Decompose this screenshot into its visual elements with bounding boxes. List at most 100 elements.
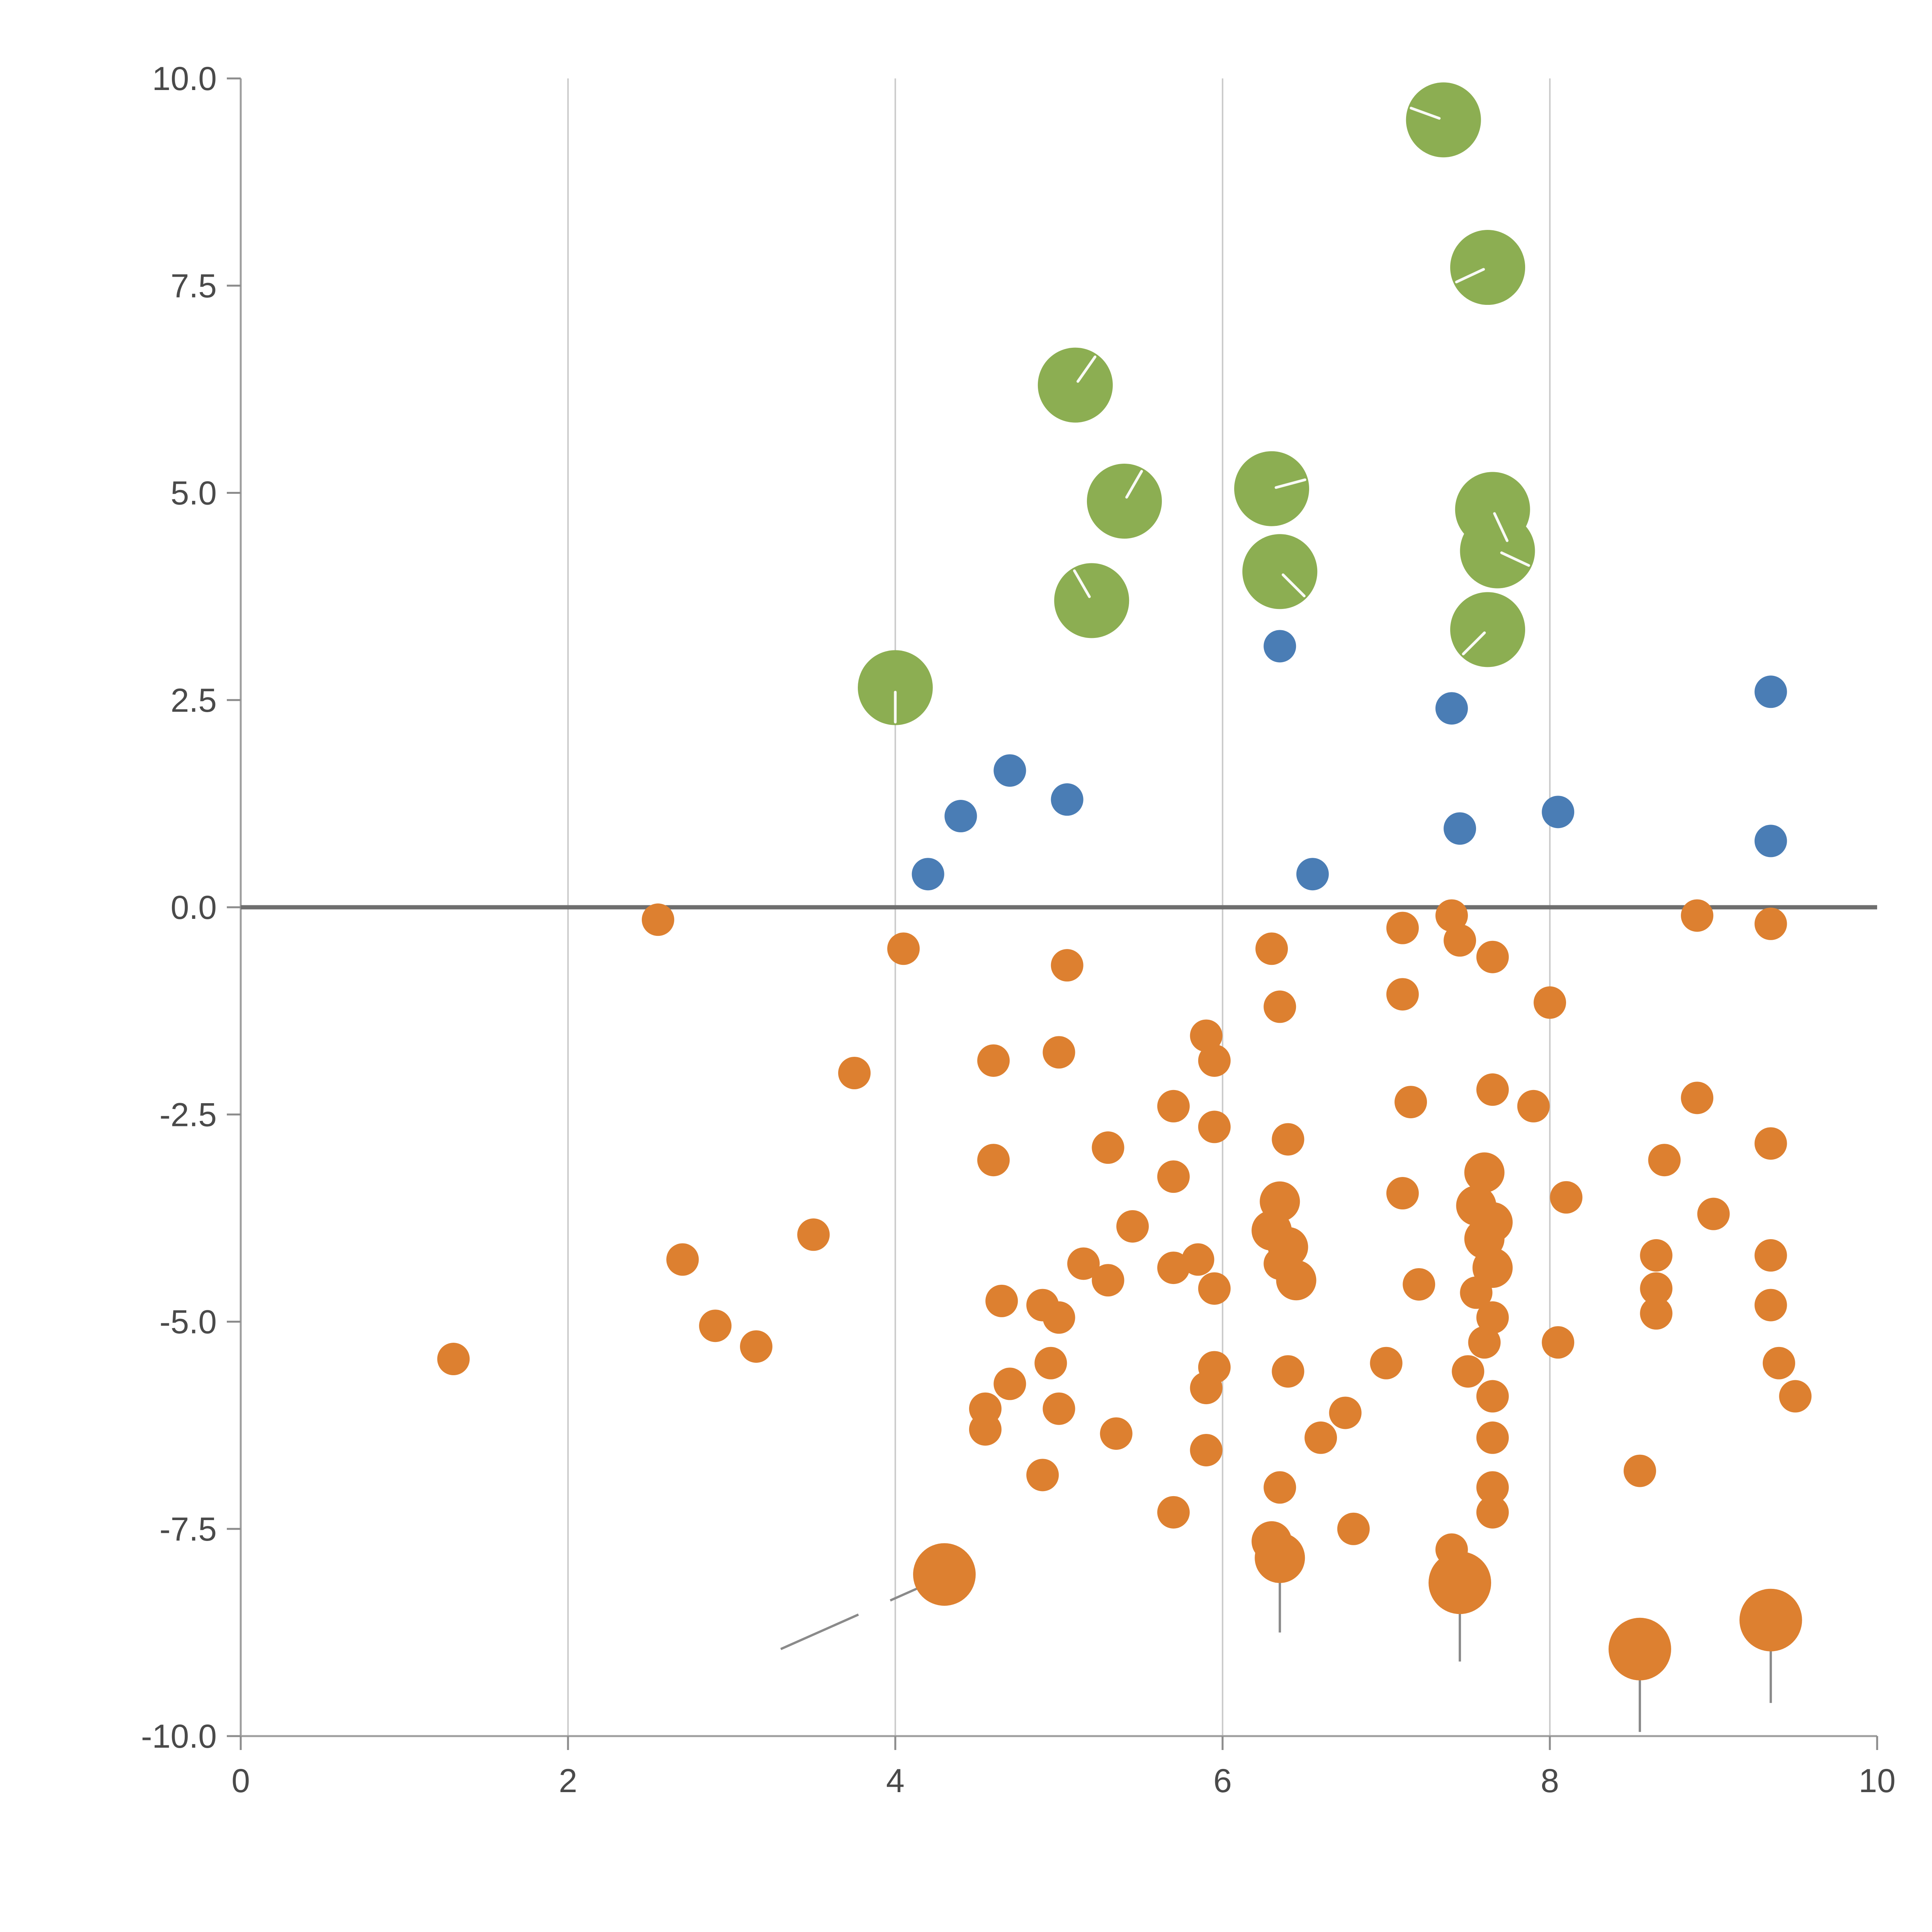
point-orange — [1444, 924, 1476, 957]
x-tick-label: 6 — [1213, 1762, 1232, 1799]
x-tick-label: 0 — [231, 1762, 250, 1799]
point-blue — [1435, 692, 1468, 725]
point-orange — [1255, 932, 1288, 965]
point-orange — [1026, 1459, 1059, 1492]
point-orange — [1386, 978, 1419, 1011]
point-orange — [1640, 1272, 1673, 1305]
point-orange — [913, 1543, 976, 1606]
point-orange — [1476, 1496, 1509, 1529]
point-orange — [1395, 1086, 1427, 1119]
point-orange — [887, 932, 920, 965]
point-orange — [1198, 1272, 1231, 1305]
point-blue — [1542, 796, 1575, 828]
y-tick-label: 0.0 — [170, 889, 217, 926]
point-orange — [1043, 1036, 1075, 1069]
point-orange — [1386, 1177, 1419, 1210]
y-tick-label: 2.5 — [170, 682, 217, 719]
point-orange — [1272, 1123, 1304, 1156]
white-tick — [1462, 631, 1486, 656]
point-orange — [1534, 986, 1566, 1019]
point-orange — [1681, 899, 1714, 932]
y-tick-label: -7.5 — [160, 1511, 217, 1548]
point-orange — [1264, 990, 1296, 1023]
point-green — [1450, 230, 1526, 305]
point-green — [1406, 82, 1481, 158]
point-orange — [1476, 1073, 1509, 1106]
point-orange — [1272, 1355, 1304, 1388]
point-green — [1450, 592, 1526, 667]
point-orange — [1754, 1127, 1787, 1160]
point-blue — [944, 800, 977, 833]
point-blue — [993, 754, 1026, 787]
x-tick-label: 2 — [559, 1762, 577, 1799]
point-orange — [1608, 1617, 1671, 1680]
point-orange — [1386, 912, 1419, 944]
point-orange — [1190, 1434, 1223, 1466]
white-tick — [1077, 355, 1097, 383]
point-orange — [1550, 1181, 1583, 1214]
white-tick — [1281, 573, 1306, 597]
point-orange — [1429, 1551, 1492, 1614]
x-tick-label: 8 — [1541, 1762, 1559, 1799]
point-orange — [797, 1218, 830, 1251]
point-orange — [1370, 1347, 1403, 1379]
white-tick — [1073, 569, 1091, 598]
point-orange — [985, 1284, 1018, 1317]
point-orange — [1043, 1301, 1075, 1334]
point-orange — [1697, 1197, 1730, 1230]
point-orange — [1157, 1496, 1190, 1529]
point-orange — [1435, 899, 1468, 932]
point-orange — [740, 1330, 773, 1363]
point-orange — [1452, 1355, 1485, 1388]
white-tick — [1410, 107, 1441, 120]
point-orange — [1157, 1090, 1190, 1122]
point-orange — [1754, 1239, 1787, 1272]
point-orange — [1640, 1297, 1673, 1330]
point-orange — [1779, 1380, 1812, 1413]
point-orange — [1403, 1268, 1435, 1301]
point-blue — [1754, 825, 1787, 857]
point-orange — [1648, 1144, 1681, 1177]
point-orange — [1198, 1044, 1231, 1077]
white-tick — [1125, 470, 1143, 499]
point-green — [1087, 463, 1162, 539]
point-orange — [1754, 907, 1787, 940]
point-orange — [1182, 1243, 1214, 1276]
point-blue — [1296, 858, 1329, 891]
white-tick — [1274, 478, 1306, 489]
point-orange — [1329, 1396, 1362, 1429]
point-orange — [699, 1310, 732, 1342]
point-orange — [1623, 1454, 1656, 1487]
point-green — [1037, 347, 1113, 423]
point-blue — [912, 858, 944, 891]
point-orange — [1762, 1347, 1795, 1379]
point-orange — [1264, 1471, 1296, 1504]
x-tick-label: 4 — [886, 1762, 905, 1799]
point-orange — [1043, 1392, 1075, 1425]
y-tick-label: 5.0 — [170, 475, 217, 512]
point-orange — [1157, 1160, 1190, 1193]
point-green — [1234, 451, 1310, 526]
point-orange — [1468, 1326, 1501, 1359]
y-tick-label: -5.0 — [160, 1304, 217, 1341]
point-orange — [1051, 949, 1083, 982]
x-tick-label: 10 — [1859, 1762, 1896, 1799]
point-blue — [1051, 783, 1083, 816]
point-orange — [641, 903, 674, 936]
point-blue — [1754, 675, 1787, 708]
point-orange — [1640, 1239, 1673, 1272]
point-orange — [1157, 1252, 1190, 1284]
point-green — [858, 650, 933, 725]
point-orange — [1337, 1512, 1370, 1545]
point-orange — [1476, 1380, 1509, 1413]
point-orange — [666, 1243, 699, 1276]
y-tick-label: 7.5 — [170, 267, 217, 304]
y-tick-label: 10.0 — [152, 60, 217, 97]
point-green — [1460, 513, 1535, 588]
point-orange — [969, 1413, 1002, 1446]
point-orange — [1460, 1276, 1493, 1309]
point-orange — [1100, 1417, 1133, 1450]
point-orange — [1476, 940, 1509, 973]
